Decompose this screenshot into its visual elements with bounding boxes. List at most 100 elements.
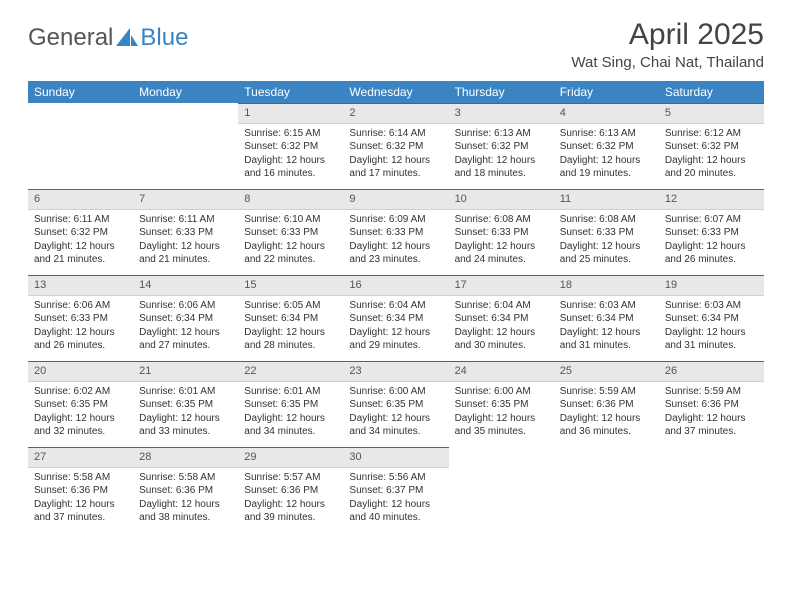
daylight-line: Daylight: 12 hours and 40 minutes. <box>349 499 430 524</box>
day-details: Sunrise: 5:57 AMSunset: 6:36 PMDaylight:… <box>238 468 343 531</box>
calendar-cell: 10Sunrise: 6:08 AMSunset: 6:33 PMDayligh… <box>449 189 554 275</box>
day-number: 4 <box>554 103 659 124</box>
sunset-line: Sunset: 6:37 PM <box>349 485 423 496</box>
day-details: Sunrise: 6:01 AM Sunset: 6:35 PM Daylight:… <box>133 382 238 445</box>
day-details: Sunrise: 6:11 AMSunset: 6:33 PMDaylight:… <box>133 210 238 273</box>
daylight-line: Daylight: 12 hours and 24 minutes. <box>455 241 536 266</box>
daylight-line: Daylight: 12 hours and 33 minutes. <box>139 413 220 438</box>
calendar-cell: 27Sunrise: 5:58 AMSunset: 6:36 PMDayligh… <box>28 447 133 533</box>
day-number: 9 <box>343 189 448 210</box>
day-number: 10 <box>449 189 554 210</box>
sunrise-line: Sunrise: 5:56 AM <box>349 472 425 483</box>
day-number: 13 <box>28 275 133 296</box>
day-number: 23 <box>343 361 448 382</box>
calendar-row: 20Sunrise: 6:02 AMSunset: 6:35 PMDayligh… <box>28 361 764 447</box>
title-block: April 2025 Wat Sing, Chai Nat, Thailand <box>571 18 764 71</box>
weekday-header: Thursday <box>449 81 554 103</box>
calendar-cell: 16Sunrise: 6:04 AMSunset: 6:34 PMDayligh… <box>343 275 448 361</box>
day-details: Sunrise: 6:14 AMSunset: 6:32 PMDaylight:… <box>343 124 448 187</box>
sunrise-line: Sunrise: 6:01 AM <box>139 386 215 397</box>
day-number: 16 <box>343 275 448 296</box>
daylight-line: Daylight: 12 hours and 21 minutes. <box>139 241 220 266</box>
daylight-line: Daylight: 12 hours and 34 minutes. <box>244 413 325 438</box>
calendar-cell: 2Sunrise: 6:14 AMSunset: 6:32 PMDaylight… <box>343 103 448 189</box>
day-details: Sunrise: 6:12 AMSunset: 6:32 PMDaylight:… <box>659 124 764 187</box>
sunrise-line: Sunrise: 6:08 AM <box>455 214 531 225</box>
calendar-cell: 21Sunrise: 6:01 AMSunset: 6:35 PMDayligh… <box>133 361 238 447</box>
calendar-cell: 11Sunrise: 6:08 AMSunset: 6:33 PMDayligh… <box>554 189 659 275</box>
calendar-row: 13Sunrise: 6:06 AMSunset: 6:33 PMDayligh… <box>28 275 764 361</box>
day-details: Sunrise: 6:05 AMSunset: 6:34 PMDaylight:… <box>238 296 343 359</box>
daylight-line: Daylight: 12 hours and 32 minutes. <box>34 413 115 438</box>
calendar-cell: 18Sunrise: 6:03 AMSunset: 6:34 PMDayligh… <box>554 275 659 361</box>
sunset-line: Sunset: 6:32 PM <box>455 141 529 152</box>
daylight-line: Daylight: 12 hours and 16 minutes. <box>244 155 325 180</box>
daylight-line: Daylight: 12 hours and 21 minutes. <box>34 241 115 266</box>
day-number: 17 <box>449 275 554 296</box>
sunrise-line: Sunrise: 6:13 AM <box>560 128 636 139</box>
sunrise-line: Sunrise: 5:59 AM <box>560 386 636 397</box>
sunrise-line: Sunrise: 6:00 AM <box>349 386 425 397</box>
sunrise-line: Sunrise: 6:06 AM <box>34 300 110 311</box>
calendar-body: 1Sunrise: 6:15 AMSunset: 6:32 PMDaylight… <box>28 103 764 533</box>
sunset-line: Sunset: 6:34 PM <box>349 313 423 324</box>
sunrise-line: Sunrise: 5:57 AM <box>244 472 320 483</box>
day-details: Sunrise: 6:06 AMSunset: 6:34 PMDaylight:… <box>133 296 238 359</box>
sunset-line: Sunset: 6:32 PM <box>34 227 108 238</box>
day-details: Sunrise: 6:09 AMSunset: 6:33 PMDaylight:… <box>343 210 448 273</box>
calendar-cell: 20Sunrise: 6:02 AMSunset: 6:35 PMDayligh… <box>28 361 133 447</box>
sunrise-line: Sunrise: 6:07 AM <box>665 214 741 225</box>
daylight-line: Daylight: 12 hours and 38 minutes. <box>139 499 220 524</box>
sunset-line: Sunset: 6:34 PM <box>665 313 739 324</box>
day-number: 14 <box>133 275 238 296</box>
calendar-cell <box>554 447 659 533</box>
calendar-cell <box>449 447 554 533</box>
weekday-header: Wednesday <box>343 81 448 103</box>
calendar-cell <box>659 447 764 533</box>
sunset-line: Sunset: 6:36 PM <box>34 485 108 496</box>
sunrise-line: Sunrise: 6:01 AM <box>244 386 320 397</box>
sunrise-line: Sunrise: 6:08 AM <box>560 214 636 225</box>
sunrise-line: Sunrise: 6:00 AM <box>455 386 531 397</box>
calendar-cell: 14Sunrise: 6:06 AMSunset: 6:34 PMDayligh… <box>133 275 238 361</box>
day-number: 28 <box>133 447 238 468</box>
calendar-cell: 12Sunrise: 6:07 AMSunset: 6:33 PMDayligh… <box>659 189 764 275</box>
sunrise-line: Sunrise: 6:05 AM <box>244 300 320 311</box>
weekday-header: Tuesday <box>238 81 343 103</box>
day-details: Sunrise: 6:13 AMSunset: 6:32 PMDaylight:… <box>449 124 554 187</box>
sunrise-line: Sunrise: 6:06 AM <box>139 300 215 311</box>
sunrise-line: Sunrise: 6:04 AM <box>349 300 425 311</box>
day-number: 24 <box>449 361 554 382</box>
daylight-line: Daylight: 12 hours and 22 minutes. <box>244 241 325 266</box>
daylight-line: Daylight: 12 hours and 25 minutes. <box>560 241 641 266</box>
sunrise-line: Sunrise: 6:12 AM <box>665 128 741 139</box>
sunrise-line: Sunrise: 6:09 AM <box>349 214 425 225</box>
calendar-cell: 5Sunrise: 6:12 AMSunset: 6:32 PMDaylight… <box>659 103 764 189</box>
day-number: 5 <box>659 103 764 124</box>
calendar-cell: 15Sunrise: 6:05 AMSunset: 6:34 PMDayligh… <box>238 275 343 361</box>
sunset-line: Sunset: 6:34 PM <box>455 313 529 324</box>
day-details: Sunrise: 6:04 AMSunset: 6:34 PMDaylight:… <box>449 296 554 359</box>
calendar-cell <box>133 103 238 189</box>
calendar-cell: 25Sunrise: 5:59 AMSunset: 6:36 PMDayligh… <box>554 361 659 447</box>
sunset-line: Sunset: 6:35 PM <box>139 399 213 410</box>
sunset-line: Sunset: 6:32 PM <box>560 141 634 152</box>
day-number: 30 <box>343 447 448 468</box>
sunset-line: Sunset: 6:35 PM <box>455 399 529 410</box>
day-details: Sunrise: 6:00 AMSunset: 6:35 PMDaylight:… <box>449 382 554 445</box>
sunrise-line: Sunrise: 6:15 AM <box>244 128 320 139</box>
calendar-row: 1Sunrise: 6:15 AMSunset: 6:32 PMDaylight… <box>28 103 764 189</box>
day-number: 12 <box>659 189 764 210</box>
calendar-cell: 3Sunrise: 6:13 AMSunset: 6:32 PMDaylight… <box>449 103 554 189</box>
day-details: Sunrise: 6:02 AMSunset: 6:35 PMDaylight:… <box>28 382 133 445</box>
calendar-cell: 8Sunrise: 6:10 AMSunset: 6:33 PMDaylight… <box>238 189 343 275</box>
weekday-header: Saturday <box>659 81 764 103</box>
day-details: Sunrise: 6:08 AMSunset: 6:33 PMDaylight:… <box>554 210 659 273</box>
sunset-line: Sunset: 6:36 PM <box>244 485 318 496</box>
calendar-table: Sunday Monday Tuesday Wednesday Thursday… <box>28 81 764 533</box>
day-details: Sunrise: 6:07 AMSunset: 6:33 PMDaylight:… <box>659 210 764 273</box>
logo-text-1: General <box>28 24 113 52</box>
sunset-line: Sunset: 6:32 PM <box>244 141 318 152</box>
sunrise-line: Sunrise: 6:02 AM <box>34 386 110 397</box>
logo-text-2: Blue <box>140 24 188 52</box>
